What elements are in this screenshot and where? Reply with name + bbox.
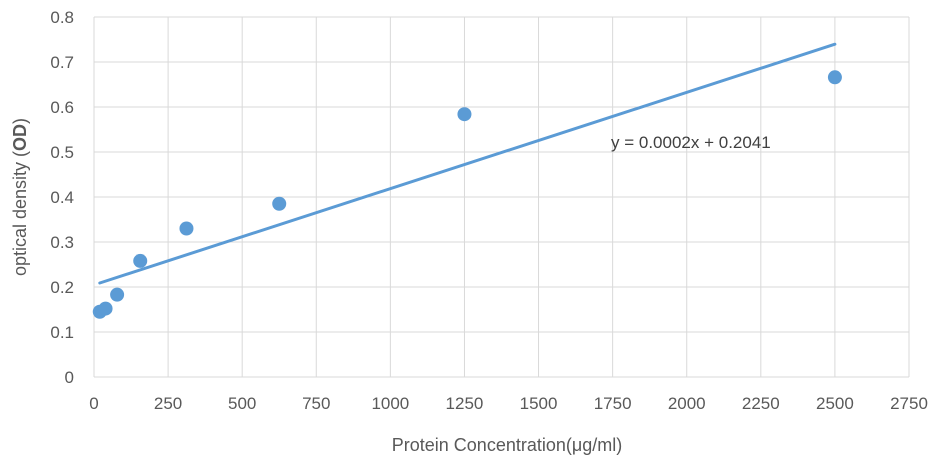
data-points xyxy=(92,70,842,319)
y-tick-label: 0 xyxy=(65,368,74,387)
x-tick-label: 1750 xyxy=(594,394,632,413)
data-point xyxy=(457,107,472,122)
x-tick-label: 2250 xyxy=(742,394,780,413)
y-tick-label: 0.5 xyxy=(50,143,74,162)
y-axis-title: optical density (OD) xyxy=(10,118,30,276)
trendline-equation-label: y = 0.0002x + 0.2041 xyxy=(611,133,771,152)
data-point xyxy=(272,196,287,211)
trendline-group xyxy=(98,42,837,285)
data-point xyxy=(133,253,148,268)
y-tick-label: 0.3 xyxy=(50,233,74,252)
y-axis-title-suffix: ) xyxy=(10,118,30,124)
x-tick-label: 2500 xyxy=(816,394,854,413)
y-axis-title-bold: OD xyxy=(10,124,30,151)
y-tick-label: 0.2 xyxy=(50,278,74,297)
y-tick-label: 0.1 xyxy=(50,323,74,342)
x-tick-label: 500 xyxy=(228,394,256,413)
data-point xyxy=(179,221,194,236)
x-tick-label: 0 xyxy=(89,394,98,413)
x-tick-label: 1000 xyxy=(371,394,409,413)
x-tick-label: 750 xyxy=(302,394,330,413)
data-point xyxy=(110,287,125,302)
tick-labels: 0 250 500 750 1000 1250 1500 1750 2000 2250 2500 27… xyxy=(50,8,928,413)
x-tick-label: 250 xyxy=(154,394,182,413)
y-tick-label: 0.6 xyxy=(50,98,74,117)
data-point xyxy=(98,301,113,316)
trendline xyxy=(98,42,837,285)
x-tick-label: 2750 xyxy=(890,394,928,413)
y-tick-label: 0.8 xyxy=(50,8,74,27)
x-axis-title: Protein Concentration(μg/ml) xyxy=(392,435,622,455)
y-tick-label: 0.4 xyxy=(50,188,74,207)
x-tick-label: 1500 xyxy=(520,394,558,413)
y-axis-title-prefix: optical density ( xyxy=(10,151,30,276)
grid xyxy=(93,16,910,378)
x-tick-label: 1250 xyxy=(446,394,484,413)
x-tick-label: 2000 xyxy=(668,394,706,413)
y-tick-label: 0.7 xyxy=(50,53,74,72)
data-point xyxy=(827,70,842,85)
